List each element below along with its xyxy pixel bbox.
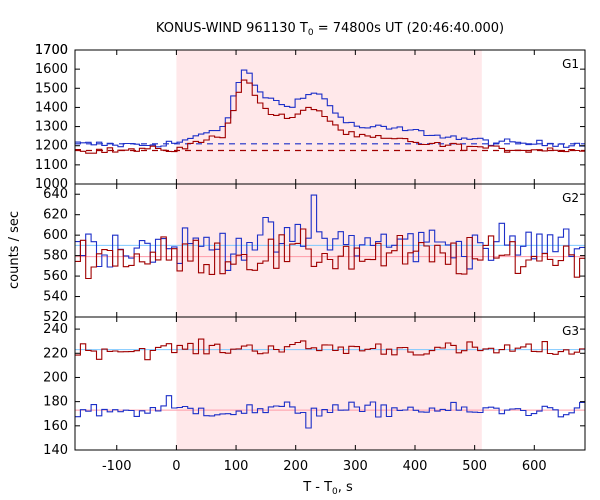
y-tick-label: 1500: [35, 81, 68, 96]
y-tick-label: 200: [43, 370, 68, 385]
y-tick-label: 600: [43, 228, 68, 243]
panel-frame: [74, 316, 586, 451]
x-tick-label: 200: [283, 459, 308, 474]
y-tick-label: 160: [43, 419, 68, 434]
panel-label: G3: [562, 324, 579, 338]
y-tick-label: 1700: [35, 43, 68, 58]
x-tick-label: -100: [102, 459, 132, 474]
chart-title: KONUS-WIND 961130 T0 = 74800s UT (20:46:…: [156, 21, 504, 38]
series-line-b: [75, 79, 585, 154]
panel-label: G2: [562, 191, 579, 205]
x-tick-label: 500: [462, 459, 487, 474]
plot-area: 100011001200130014001500160017001700G152…: [35, 43, 586, 474]
y-tick-label: 1100: [35, 158, 68, 173]
series-line-b: [75, 395, 585, 429]
y-tick-label: 240: [43, 322, 68, 337]
y-tick-label: 1700: [35, 43, 68, 58]
burst-interval-shading: [176, 50, 482, 184]
y-tick-label: 1400: [35, 100, 68, 115]
y-tick-label: 1600: [35, 62, 68, 77]
y-tick-label: 1200: [35, 139, 68, 154]
y-tick-label: 1300: [35, 120, 68, 135]
y-tick-label: 1000: [35, 177, 68, 192]
y-tick-label: 140: [43, 443, 68, 458]
panel-g2: 520 540 560 580 600 620 640 G2: [43, 183, 586, 325]
y-axis-title: counts / sec: [7, 211, 22, 289]
series-line-a: [75, 338, 585, 361]
y-tick-label: 180: [43, 395, 68, 410]
y-tick-label: 560: [43, 269, 68, 284]
x-tick-label: 400: [403, 459, 428, 474]
y-tick-label: 520: [43, 310, 68, 325]
burst-interval-shading: [176, 317, 482, 450]
x-tick-label: 300: [343, 459, 368, 474]
panel-label: G1: [562, 57, 579, 71]
y-tick-label: 220: [43, 346, 68, 361]
x-tick-label: 0: [172, 459, 180, 474]
x-tick-label: 100: [224, 459, 249, 474]
x-tick-label: 600: [522, 459, 547, 474]
y-tick-label: 540: [43, 290, 68, 305]
y-tick-label: 580: [43, 249, 68, 264]
x-axis-title: T - T0, s: [302, 480, 353, 497]
burst-interval-shading: [176, 184, 482, 317]
y-tick-label: 620: [43, 208, 68, 223]
panel-g3: 140 160 180 200 220 240 G3: [43, 316, 586, 458]
series-line-a: [75, 69, 585, 148]
series-line-b: [75, 228, 585, 280]
y-tick-label: 640: [43, 187, 68, 202]
